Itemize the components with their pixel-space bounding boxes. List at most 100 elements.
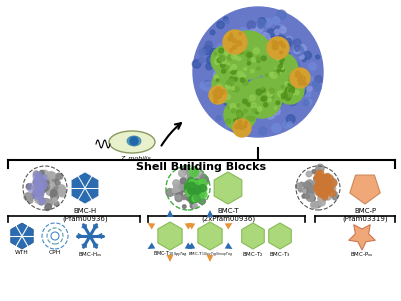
Circle shape [198,57,204,63]
Circle shape [200,181,204,185]
Circle shape [280,76,288,83]
Circle shape [184,184,192,192]
Circle shape [245,51,251,56]
Circle shape [240,112,243,116]
Circle shape [186,180,192,187]
Circle shape [253,66,257,70]
Circle shape [251,68,258,75]
Circle shape [273,62,280,69]
Circle shape [257,48,263,55]
Circle shape [271,66,279,73]
Circle shape [306,194,314,201]
Circle shape [217,93,227,103]
Circle shape [238,120,242,124]
Circle shape [250,60,259,68]
Circle shape [54,182,60,188]
Circle shape [53,187,59,193]
Text: BMC-T$_{10SpyTag/SnoopTag}$: BMC-T$_{10SpyTag/SnoopTag}$ [188,250,233,259]
Polygon shape [198,222,222,250]
Circle shape [239,123,244,128]
Circle shape [224,52,228,57]
Polygon shape [166,210,174,217]
Circle shape [41,175,48,181]
Circle shape [241,45,246,50]
Circle shape [309,195,315,201]
Circle shape [251,86,257,92]
Circle shape [219,87,223,92]
Circle shape [316,181,320,185]
Circle shape [308,187,315,194]
Circle shape [227,106,230,109]
Circle shape [316,188,324,195]
Circle shape [317,185,321,188]
Circle shape [50,190,57,197]
Circle shape [280,26,286,33]
Circle shape [274,107,277,109]
Circle shape [318,196,323,201]
Circle shape [217,58,222,63]
Circle shape [229,68,232,71]
Circle shape [261,59,267,65]
Circle shape [231,48,235,52]
Circle shape [217,21,224,29]
Circle shape [186,170,191,175]
Text: BMC-T$_{10SpyTag}$: BMC-T$_{10SpyTag}$ [153,250,187,260]
Circle shape [257,87,266,95]
Circle shape [288,90,294,96]
Circle shape [261,56,266,61]
Circle shape [51,192,59,200]
Circle shape [279,57,284,62]
Circle shape [40,173,47,180]
Circle shape [38,181,45,187]
Circle shape [269,74,278,82]
Circle shape [199,191,207,198]
Circle shape [241,126,243,129]
Circle shape [38,187,44,192]
Circle shape [298,79,301,82]
Circle shape [281,62,283,65]
Circle shape [265,54,274,64]
Circle shape [33,179,38,185]
Circle shape [38,197,45,205]
Circle shape [189,183,193,187]
Circle shape [226,84,230,88]
Circle shape [265,68,273,76]
Text: BMC-H$_{ss}$: BMC-H$_{ss}$ [78,250,102,259]
Circle shape [33,171,39,177]
Circle shape [271,37,281,47]
Circle shape [53,177,59,183]
Circle shape [198,197,205,204]
Circle shape [233,33,241,42]
Circle shape [230,33,232,35]
Polygon shape [71,172,99,204]
Circle shape [56,173,61,179]
Circle shape [249,38,257,47]
Circle shape [302,58,306,62]
Circle shape [315,184,324,193]
Circle shape [315,173,323,181]
Circle shape [229,85,233,88]
Polygon shape [185,223,192,229]
Circle shape [304,189,312,197]
Circle shape [254,86,262,93]
Circle shape [318,199,325,206]
Circle shape [277,82,284,88]
Circle shape [35,189,41,194]
Circle shape [248,45,255,52]
Circle shape [325,175,333,183]
Circle shape [258,18,265,25]
Circle shape [316,180,325,188]
Circle shape [290,83,299,92]
Circle shape [248,52,253,57]
Circle shape [277,10,286,20]
Circle shape [35,189,41,195]
Circle shape [316,171,321,176]
Circle shape [244,109,247,113]
Circle shape [41,179,46,184]
Circle shape [247,21,255,29]
Circle shape [46,188,54,195]
Circle shape [316,164,324,172]
Circle shape [25,193,32,201]
Circle shape [320,190,324,194]
Circle shape [275,85,283,93]
